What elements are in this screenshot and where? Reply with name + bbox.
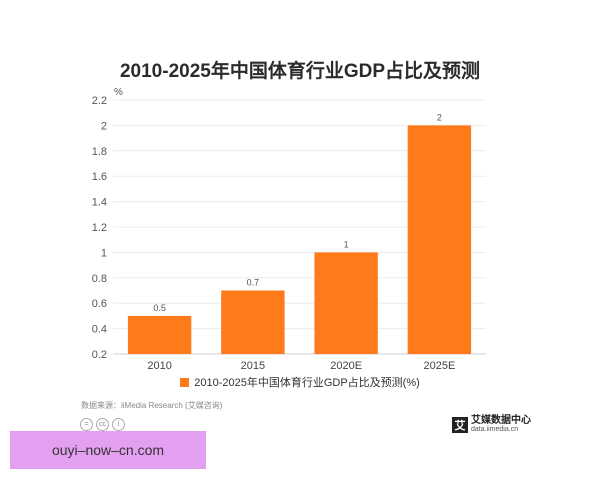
y-tick-label: 2: [101, 120, 107, 132]
x-tick-label: 2020E: [330, 360, 362, 372]
x-tick-label: 2015: [241, 360, 265, 372]
y-tick-label: 1.4: [92, 197, 107, 209]
data-label: 2: [437, 112, 442, 122]
brand-text: 艾媒数据中心 data.iimedia.cn: [471, 415, 531, 434]
legend-label: 2010-2025年中国体育行业GDP占比及预测(%): [194, 377, 420, 389]
info-icon: i: [112, 418, 125, 431]
y-unit-label: %: [114, 87, 123, 98]
y-tick-label: 1.8: [92, 146, 107, 158]
y-tick-label: 0.6: [92, 298, 107, 310]
x-tick-label: 2010: [147, 360, 171, 372]
chart-title: 2010-2025年中国体育行业GDP占比及预测: [119, 61, 481, 82]
y-tick-label: 1.6: [92, 171, 107, 183]
brand-logo: 艾 艾媒数据中心 data.iimedia.cn: [452, 416, 531, 433]
watermark-link[interactable]: ouyi–now–cn.com: [10, 431, 206, 469]
cc-icon: cc: [96, 418, 109, 431]
y-tick-label: 0.4: [92, 324, 107, 336]
y-tick-label: 2.2: [92, 95, 107, 107]
bar: [314, 252, 378, 354]
data-label: 0.5: [153, 303, 166, 313]
bar: [127, 315, 192, 354]
y-tick-label: 1.2: [92, 222, 107, 234]
license-icons: = cc i: [80, 418, 125, 431]
equal-icon: =: [80, 418, 93, 431]
y-tick-label: 1: [101, 247, 107, 259]
legend-swatch: [180, 377, 190, 387]
bar: [407, 125, 472, 355]
brand-mark-icon: 艾: [452, 416, 468, 433]
y-tick-label: 0.8: [92, 273, 107, 285]
data-label: 1: [344, 239, 349, 249]
x-tick-label: 2025E: [423, 360, 455, 372]
legend: 2010-2025年中国体育行业GDP占比及预测(%): [0, 374, 600, 390]
brand-url: data.iimedia.cn: [471, 426, 519, 433]
y-tick-label: 0.2: [92, 349, 107, 361]
bar: [221, 290, 285, 354]
brand-name: 艾媒数据中心: [471, 415, 531, 426]
data-label: 0.7: [247, 278, 260, 288]
source-note: 数据来源：iiMedia Research (艾媒咨询): [81, 401, 223, 410]
